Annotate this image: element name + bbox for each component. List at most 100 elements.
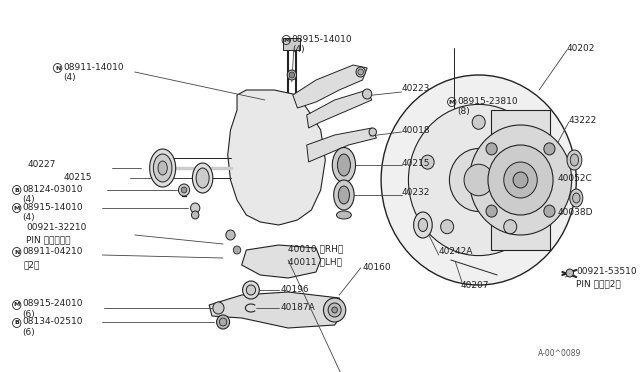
Text: B: B — [14, 321, 19, 326]
Circle shape — [486, 143, 497, 155]
Circle shape — [566, 269, 573, 277]
Circle shape — [328, 303, 341, 317]
Text: (4): (4) — [292, 45, 305, 54]
Circle shape — [381, 75, 576, 285]
Circle shape — [181, 187, 187, 193]
Text: 40038D: 40038D — [557, 208, 593, 217]
Circle shape — [191, 211, 199, 219]
Text: 40196: 40196 — [281, 285, 309, 294]
Circle shape — [421, 155, 434, 169]
Text: 08915-24010: 08915-24010 — [22, 299, 83, 308]
Text: (6): (6) — [22, 310, 35, 318]
Text: （2）: （2） — [23, 260, 40, 269]
Bar — [284, 38, 300, 50]
Text: 40207: 40207 — [461, 280, 490, 289]
Ellipse shape — [419, 218, 428, 231]
Ellipse shape — [570, 189, 583, 207]
Text: 00921-32210: 00921-32210 — [26, 222, 86, 231]
Circle shape — [332, 307, 337, 313]
Ellipse shape — [413, 212, 432, 238]
Text: A-00^0089: A-00^0089 — [538, 349, 581, 358]
Circle shape — [289, 72, 294, 78]
Ellipse shape — [193, 163, 213, 193]
Text: 08124-03010: 08124-03010 — [22, 185, 83, 193]
Text: (6): (6) — [22, 327, 35, 337]
Circle shape — [408, 105, 549, 256]
Text: 40202: 40202 — [567, 44, 595, 52]
Circle shape — [524, 155, 536, 169]
Circle shape — [356, 67, 365, 77]
Polygon shape — [228, 90, 325, 225]
Text: 40010 （RH）: 40010 （RH） — [288, 244, 344, 253]
Text: (4): (4) — [63, 73, 76, 81]
Ellipse shape — [567, 150, 582, 170]
Text: (4): (4) — [22, 195, 35, 203]
Ellipse shape — [158, 161, 167, 175]
Circle shape — [440, 220, 454, 234]
Circle shape — [287, 70, 296, 80]
Ellipse shape — [154, 154, 172, 182]
Circle shape — [486, 205, 497, 217]
Text: PIN ピン（2）: PIN ピン（2） — [576, 279, 621, 289]
Circle shape — [226, 230, 235, 240]
Polygon shape — [292, 65, 367, 108]
Ellipse shape — [337, 211, 351, 219]
Text: 40187A: 40187A — [281, 302, 316, 311]
Text: 08911-04210: 08911-04210 — [22, 247, 83, 256]
Text: 40215: 40215 — [63, 173, 92, 182]
Text: M: M — [13, 205, 20, 211]
Text: 40160: 40160 — [362, 263, 391, 273]
Text: 40223: 40223 — [401, 83, 430, 93]
Bar — [491, 110, 550, 250]
Text: 08915-23810: 08915-23810 — [458, 96, 518, 106]
Circle shape — [191, 203, 200, 213]
Circle shape — [464, 164, 493, 196]
Polygon shape — [242, 245, 321, 278]
Text: 40018: 40018 — [401, 125, 430, 135]
Circle shape — [469, 125, 572, 235]
Text: 40052C: 40052C — [557, 173, 593, 183]
Ellipse shape — [337, 154, 351, 176]
Circle shape — [216, 315, 230, 329]
Text: 08915-14010: 08915-14010 — [292, 35, 353, 44]
Polygon shape — [307, 128, 376, 162]
Polygon shape — [209, 292, 344, 328]
Circle shape — [213, 302, 224, 314]
Circle shape — [449, 148, 508, 212]
Circle shape — [369, 128, 376, 136]
Text: 43222: 43222 — [569, 115, 597, 125]
Text: M: M — [13, 302, 20, 308]
Circle shape — [179, 184, 189, 196]
Circle shape — [234, 246, 241, 254]
Ellipse shape — [333, 180, 354, 210]
Text: (4): (4) — [22, 212, 35, 221]
Circle shape — [488, 145, 553, 215]
Ellipse shape — [196, 168, 209, 188]
Text: N: N — [14, 250, 19, 254]
Text: 40011 （LH）: 40011 （LH） — [288, 257, 342, 266]
Text: N: N — [55, 65, 60, 71]
Circle shape — [358, 69, 364, 75]
Text: 40242A: 40242A — [439, 247, 473, 257]
Text: 08911-14010: 08911-14010 — [63, 62, 124, 71]
Circle shape — [544, 205, 555, 217]
Circle shape — [472, 115, 485, 129]
Text: 08915-14010: 08915-14010 — [22, 202, 83, 212]
Text: 40215: 40215 — [401, 158, 430, 167]
Circle shape — [323, 298, 346, 322]
Text: M: M — [449, 99, 455, 105]
Ellipse shape — [573, 193, 580, 203]
Circle shape — [504, 162, 537, 198]
Text: PIN ピン（２）: PIN ピン（２） — [26, 235, 70, 244]
Text: (8): (8) — [458, 106, 470, 115]
Ellipse shape — [339, 186, 349, 204]
Text: 40227: 40227 — [28, 160, 56, 169]
Text: 08134-02510: 08134-02510 — [22, 317, 83, 327]
Circle shape — [362, 89, 372, 99]
Ellipse shape — [332, 148, 356, 183]
Circle shape — [243, 281, 259, 299]
Circle shape — [513, 172, 528, 188]
Ellipse shape — [570, 154, 579, 166]
Circle shape — [246, 285, 255, 295]
Circle shape — [504, 220, 516, 234]
